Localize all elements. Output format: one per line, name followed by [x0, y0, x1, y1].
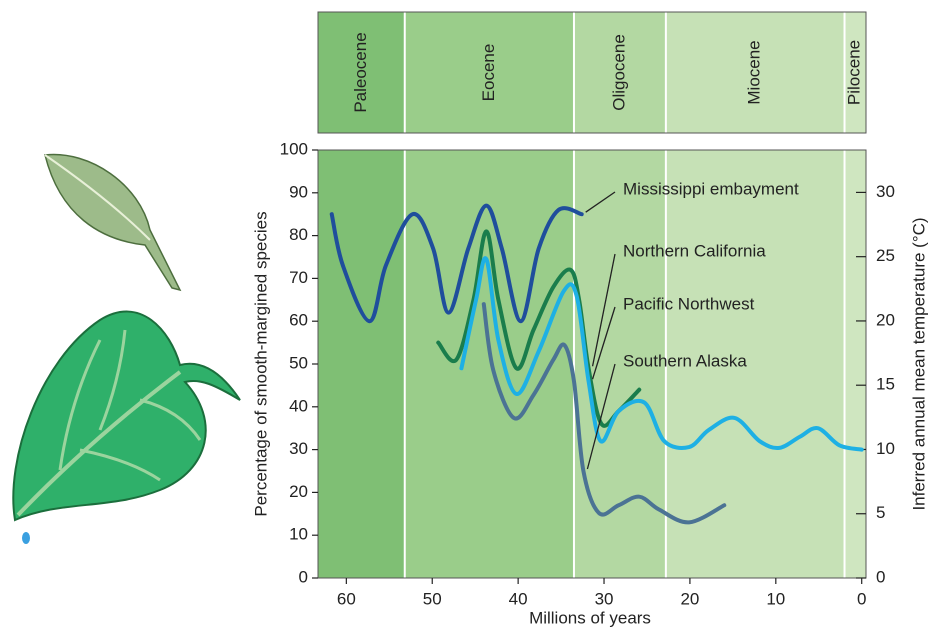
y-tick-label: 0 — [299, 567, 308, 586]
x-tick-label: 0 — [857, 589, 866, 608]
period-band — [404, 150, 574, 578]
period-band — [573, 12, 666, 133]
y-tick-label: 50 — [289, 353, 308, 372]
y2-tick-label: 25 — [876, 246, 895, 265]
x-tick-label: 10 — [766, 589, 785, 608]
series-line — [481, 302, 727, 525]
y2-tick-label: 0 — [876, 567, 885, 586]
period-band — [665, 12, 845, 133]
period-label: Miocene — [745, 40, 764, 104]
series-label: Pacific Northwest — [623, 294, 755, 313]
period-band — [844, 12, 866, 133]
y-axis-title: Percentage of smooth-margined species — [251, 211, 270, 516]
y-tick-label: 80 — [289, 225, 308, 244]
y2-tick-label: 15 — [876, 375, 895, 394]
period-label: Eocene — [479, 44, 498, 102]
period-label: Pilocene — [845, 40, 864, 105]
series-label: Northern California — [623, 241, 766, 260]
period-label: Oligocene — [609, 34, 628, 111]
y2-tick-label: 20 — [876, 310, 895, 329]
y-tick-label: 70 — [289, 268, 308, 287]
leader-line — [591, 253, 616, 367]
series-line — [459, 256, 864, 452]
series-line — [329, 203, 584, 324]
y2-tick-label: 5 — [876, 503, 885, 522]
x-tick-label: 20 — [680, 589, 699, 608]
y-tick-label: 10 — [289, 525, 308, 544]
series-label: Southern Alaska — [623, 351, 747, 370]
period-band — [665, 150, 845, 578]
y2-axis-title: Inferred annual mean temperature (°C) — [909, 217, 928, 510]
y-tick-label: 20 — [289, 482, 308, 501]
leader-line — [591, 306, 616, 380]
period-band — [404, 12, 574, 133]
y-tick-label: 100 — [280, 139, 308, 158]
period-bands: Paleocene Eocene Oligocene Miocene Pilocene — [317, 11, 867, 579]
x-tick-label: 40 — [509, 589, 528, 608]
y-tick-label: 90 — [289, 182, 308, 201]
y-tick-label: 40 — [289, 396, 308, 415]
smooth-leaf-illustration — [12, 310, 241, 544]
y2-tick-label: 10 — [876, 439, 895, 458]
series-label: Mississippi embayment — [623, 179, 799, 198]
x-tick-label: 60 — [337, 589, 356, 608]
series-line — [436, 229, 642, 428]
toothed-leaf-illustration — [44, 153, 182, 292]
period-band — [318, 12, 405, 133]
x-tick-label: 50 — [423, 589, 442, 608]
period-label: Paleocene — [351, 32, 370, 112]
leader-line — [586, 363, 616, 470]
panel-border — [317, 11, 867, 134]
x-tick-label: 30 — [595, 589, 614, 608]
y-tick-label: 60 — [289, 311, 308, 330]
leader-line — [585, 191, 616, 213]
y-tick-label: 30 — [289, 439, 308, 458]
y2-tick-label: 30 — [876, 182, 895, 201]
x-axis-title: Millions of years — [529, 608, 651, 627]
